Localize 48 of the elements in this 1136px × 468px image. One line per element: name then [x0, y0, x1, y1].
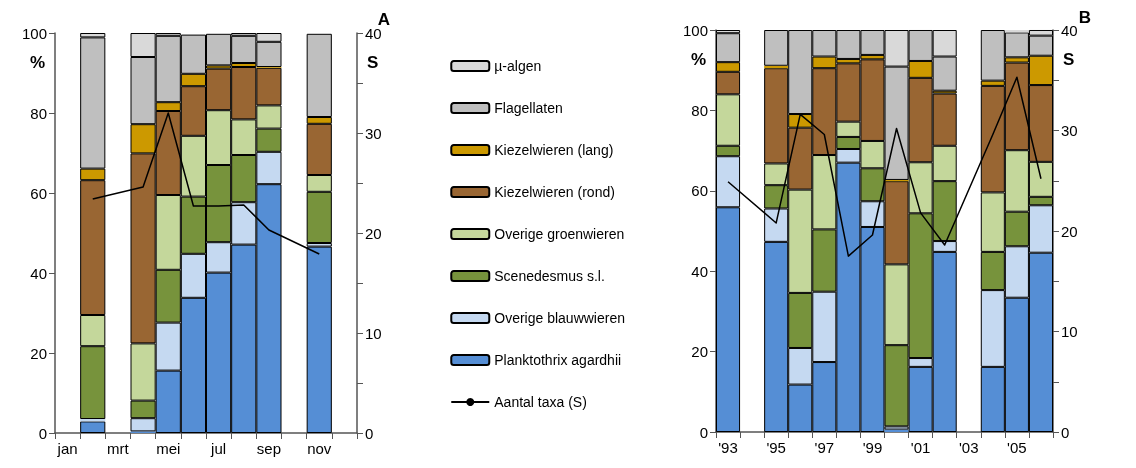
y2-tick-label: 40 — [1061, 21, 1078, 39]
y2-tick-label: 10 — [365, 324, 382, 342]
y2-tick-label: 30 — [365, 124, 382, 142]
y-tick-label: 40 — [691, 262, 708, 280]
x-tick-label: sep — [256, 440, 282, 457]
legend-label: µ-algen — [494, 58, 542, 74]
y-tick-label: 0 — [699, 423, 708, 441]
y-tick-label: 80 — [691, 101, 708, 119]
x-tick-label: '05 — [1007, 439, 1027, 456]
legend-label: Scenedesmus s.l. — [494, 268, 605, 284]
y-axis-title: % — [690, 50, 706, 69]
y2-tick-label: 30 — [1061, 122, 1078, 139]
x-tick-label: '03 — [958, 439, 979, 456]
x-tick-label: mrt — [107, 440, 130, 457]
y-tick-label: 100 — [21, 24, 47, 42]
y-tick-label: 20 — [30, 344, 47, 362]
y2-tick-label: 20 — [365, 224, 382, 242]
y2-tick-label: 0 — [365, 424, 374, 442]
y-tick-label: 60 — [30, 184, 47, 202]
y2-tick-label: 10 — [1061, 323, 1078, 340]
y2-axis-title: S — [1063, 50, 1075, 69]
x-tick-label: '01 — [910, 439, 931, 456]
x-tick-label: '95 — [766, 439, 786, 456]
y-axis-title: % — [29, 53, 45, 72]
y2-axis-title: S — [367, 53, 379, 72]
y-tick-label: 0 — [38, 424, 47, 442]
y-tick-label: 100 — [682, 21, 708, 39]
legend-label: Kiezelwieren (rond) — [494, 184, 615, 200]
legend-label: Overige groenwieren — [494, 226, 625, 242]
legend-label: Planktothrix agardhii — [494, 352, 622, 368]
x-tick-label: nov — [307, 440, 332, 457]
x-tick-label: '97 — [814, 439, 835, 456]
x-tick-label: '99 — [862, 439, 883, 456]
legend-label: Aantal taxa (S) — [494, 394, 587, 410]
legend-label: Kiezelwieren (lang) — [494, 142, 614, 158]
x-tick-label: mei — [156, 440, 181, 457]
y2-tick-label: 0 — [1061, 423, 1070, 441]
x-tick-label: '93 — [718, 439, 738, 456]
chart-title: B — [1078, 8, 1091, 27]
y2-tick-label: 20 — [1061, 222, 1078, 240]
x-tick-label: jan — [56, 440, 78, 457]
y-tick-label: 40 — [30, 264, 47, 282]
y-tick-label: 80 — [30, 104, 47, 122]
y-tick-label: 20 — [691, 343, 708, 361]
x-tick-label: jul — [210, 440, 227, 457]
y-tick-label: 60 — [691, 182, 708, 200]
legend-label: Flagellaten — [494, 100, 563, 116]
legend-label: Overige blauwwieren — [494, 310, 625, 326]
